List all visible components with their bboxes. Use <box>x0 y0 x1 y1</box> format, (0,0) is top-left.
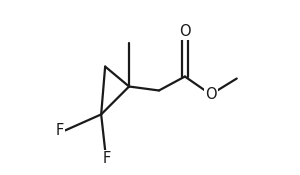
Text: O: O <box>205 87 217 102</box>
Text: F: F <box>56 123 64 138</box>
Text: O: O <box>179 24 191 39</box>
Text: F: F <box>103 151 111 166</box>
